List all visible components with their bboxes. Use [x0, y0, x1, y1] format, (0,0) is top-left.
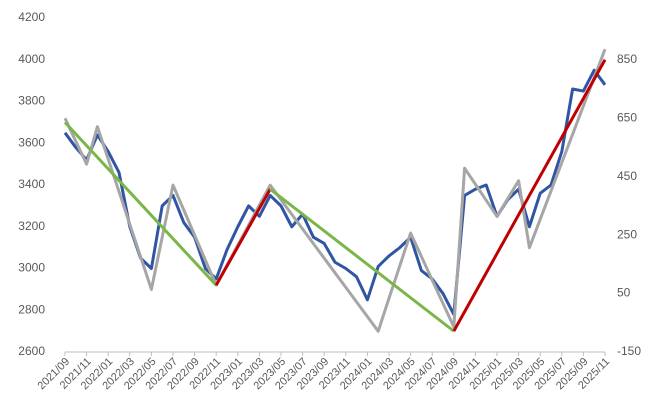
y2-tick-label: 450: [617, 169, 637, 183]
series-line: [63, 48, 607, 333]
series-line: [214, 188, 272, 286]
y-tick-label: 3400: [18, 177, 45, 191]
y2-tick-label: -150: [617, 344, 641, 358]
y-tick-label: 3200: [18, 219, 45, 233]
series-line: [452, 59, 607, 332]
y-tick-label: 4000: [18, 52, 45, 66]
y-tick-label: 2600: [18, 344, 45, 358]
y-tick-label: 3800: [18, 94, 45, 108]
y2-tick-label: 50: [617, 286, 631, 300]
y-tick-label: 3000: [18, 261, 45, 275]
y2-tick-label: 650: [617, 110, 637, 124]
series-line: [63, 121, 218, 287]
y-tick-label: 3600: [18, 135, 45, 149]
y-tick-label: 4200: [18, 10, 45, 24]
y2-tick-label: 250: [617, 227, 637, 241]
y2-tick-label: 850: [617, 52, 637, 66]
y-tick-label: 2800: [18, 302, 45, 316]
series-line: [63, 68, 607, 316]
series-line: [269, 187, 455, 333]
